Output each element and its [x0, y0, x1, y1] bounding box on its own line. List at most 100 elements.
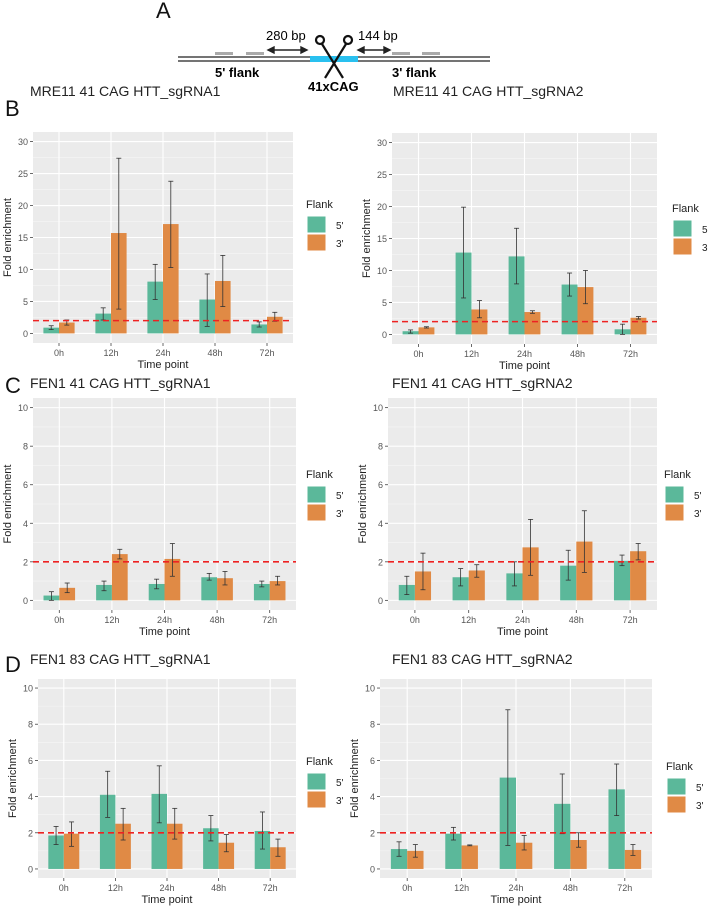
panel-label-d: D	[5, 652, 21, 677]
y-tick-label: 10	[23, 684, 33, 694]
bar-3prime	[461, 845, 478, 869]
chart-title: MRE11 41 CAG HTT_sgRNA2	[393, 83, 584, 99]
legend-swatch	[306, 790, 327, 809]
bar-5prime	[253, 583, 270, 601]
y-tick-label: 25	[377, 170, 387, 180]
y-tick-label: 30	[18, 137, 28, 147]
legend-label: 5'	[696, 783, 704, 794]
x-tick-label: 24h	[515, 615, 530, 625]
y-tick-label: 8	[28, 720, 33, 730]
x-tick-label: 12h	[461, 615, 476, 625]
x-tick-label: 72h	[623, 615, 638, 625]
bar-5prime	[560, 565, 577, 601]
panel-label-c: C	[5, 373, 21, 398]
x-tick-label: 0h	[402, 883, 412, 893]
bar-5prime	[147, 281, 163, 334]
bar-3prime	[624, 849, 642, 869]
y-tick-label: 4	[370, 792, 375, 802]
legend-title: Flank	[666, 761, 693, 773]
legend-swatch	[672, 237, 693, 256]
x-axis-label: Time point	[138, 359, 189, 371]
legend-label: 5'	[702, 225, 708, 236]
legend-label: 5'	[336, 778, 344, 789]
distance-arrow-right	[356, 45, 392, 55]
y-axis-label: Fold enrichment	[349, 739, 361, 818]
y-tick-label: 0	[23, 596, 28, 606]
bar-5prime	[508, 256, 525, 335]
y-tick-label: 10	[18, 403, 28, 413]
bar-5prime	[151, 793, 167, 869]
bar-5prime	[608, 789, 625, 869]
bar-3prime	[630, 551, 647, 601]
x-tick-label: 24h	[159, 883, 174, 893]
bar-3prime	[570, 840, 587, 869]
y-tick-label: 0	[382, 330, 387, 340]
bar-5prime	[95, 313, 111, 334]
bar-5prime	[506, 573, 523, 601]
right-distance-label: 144 bp	[358, 28, 398, 43]
bar-5prime	[48, 835, 64, 869]
y-tick-label: 10	[365, 684, 375, 694]
legend-swatch	[664, 503, 685, 522]
y-tick-label: 20	[18, 201, 28, 211]
x-tick-label: 72h	[262, 615, 277, 625]
chart-b2: MRE11 41 CAG HTT_sgRNA2 0 5 10 15 20 25 30 0h 12h…	[361, 83, 708, 372]
x-tick-label: 12h	[104, 615, 119, 625]
legend-label: 5'	[336, 491, 344, 502]
x-tick-label: 12h	[464, 349, 479, 359]
x-tick-label: 0h	[54, 348, 64, 358]
x-tick-label: 48h	[569, 615, 584, 625]
bar-5prime	[251, 324, 267, 334]
legend-title: Flank	[306, 469, 333, 481]
y-axis-label: Fold enrichment	[7, 739, 19, 818]
y-tick-label: 8	[23, 442, 28, 452]
x-tick-label: 0h	[413, 349, 423, 359]
chart-title: FEN1 41 CAG HTT_sgRNA2	[392, 375, 573, 391]
legend-label: 3'	[694, 509, 702, 520]
bar-3prime	[59, 322, 75, 334]
bar-5prime	[96, 584, 112, 601]
y-tick-label: 6	[23, 480, 28, 490]
x-tick-label: 0h	[54, 615, 64, 625]
x-axis-label: Time point	[497, 626, 548, 638]
x-tick-label: 24h	[155, 348, 170, 358]
x-axis-label: Time point	[142, 894, 193, 906]
chart-b1: MRE11 41 CAG HTT_sgRNA1 0 5 10 15 20 25 30 0h 12h…	[2, 83, 344, 371]
bar-3prime	[164, 558, 181, 601]
legend-swatch	[306, 233, 327, 252]
y-tick-label: 10	[373, 403, 383, 413]
bar-5prime	[203, 828, 219, 869]
y-tick-label: 0	[28, 864, 33, 874]
primer-mark	[392, 52, 410, 55]
x-tick-label: 48h	[570, 349, 585, 359]
x-tick-label: 72h	[259, 348, 274, 358]
y-axis-label: Fold enrichment	[361, 199, 373, 278]
y-tick-label: 15	[377, 234, 387, 244]
left-distance-label: 280 bp	[266, 28, 306, 43]
chart-c1: FEN1 41 CAG HTT_sgRNA1 0 2 4 6 8 10 0h 12h 24h 48h…	[2, 375, 344, 638]
bar-5prime	[445, 833, 462, 869]
y-tick-label: 8	[378, 442, 383, 452]
x-tick-label: 72h	[263, 883, 278, 893]
bar-3prime	[269, 581, 286, 601]
chart-title: FEN1 83 CAG HTT_sgRNA2	[392, 651, 573, 667]
legend-label: 3'	[336, 239, 344, 250]
x-tick-label: 12h	[454, 883, 469, 893]
legend-swatch	[666, 795, 687, 814]
bar-5prime	[201, 577, 218, 601]
y-tick-label: 4	[378, 519, 383, 529]
x-tick-label: 24h	[517, 349, 532, 359]
bar-3prime	[471, 309, 488, 335]
primer-mark	[215, 52, 233, 55]
x-tick-label: 0h	[410, 615, 420, 625]
x-axis-label: Time point	[139, 626, 190, 638]
x-axis-label: Time point	[491, 894, 542, 906]
bar-5prime	[43, 327, 59, 334]
bar-3prime	[167, 823, 183, 869]
panel-label-a: A	[156, 0, 171, 23]
chart-d1: FEN1 83 CAG HTT_sgRNA1 0 2 4 6 8 10 0h 12h 24h 48h…	[7, 651, 344, 906]
bar-5prime	[452, 577, 469, 601]
